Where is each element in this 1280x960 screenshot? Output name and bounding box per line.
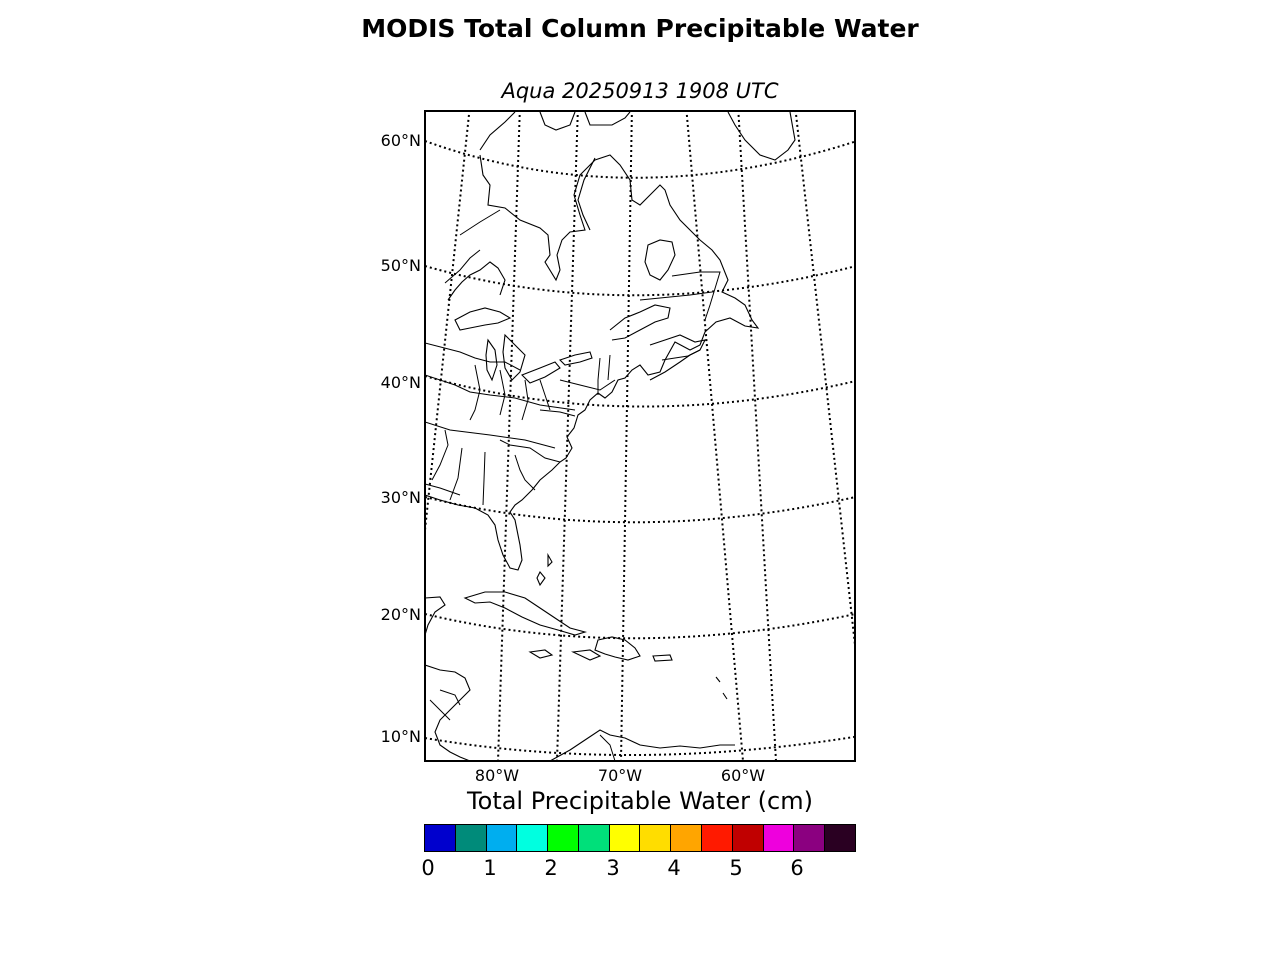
coastlines — [425, 111, 796, 761]
colorbar-tick-3: 3 — [606, 856, 620, 880]
lat-label-20n: 20°N — [380, 605, 421, 624]
lat-label-40n: 40°N — [380, 373, 421, 392]
colorbar-tick-4: 4 — [667, 856, 681, 880]
colorbar-segment — [639, 825, 671, 851]
lon-label-70w: 70°W — [597, 766, 643, 785]
colorbar-segment — [731, 825, 763, 851]
colorbar-tick-1: 1 — [483, 856, 497, 880]
colorbar-segment — [762, 825, 794, 851]
colorbar-segment — [824, 825, 855, 851]
colorbar-segment — [793, 825, 825, 851]
lat-label-10n: 10°N — [380, 727, 421, 746]
lat-label-30n: 30°N — [380, 488, 421, 507]
lon-label-80w: 80°W — [474, 766, 520, 785]
colorbar-segment — [547, 825, 578, 851]
colorbar-segment — [425, 825, 455, 851]
map-frame — [424, 110, 856, 762]
colorbar-tick-0: 0 — [421, 856, 435, 880]
graticule-meridians — [425, 111, 855, 761]
colorbar-tick-6: 6 — [790, 856, 804, 880]
colorbar-segment — [577, 825, 609, 851]
colorbar — [424, 824, 856, 852]
colorbar-segment — [454, 825, 486, 851]
colorbar-tick-2: 2 — [544, 856, 558, 880]
colorbar-segment — [485, 825, 517, 851]
colorbar-segment — [670, 825, 702, 851]
colorbar-tick-5: 5 — [729, 856, 743, 880]
colorbar-segment — [608, 825, 640, 851]
graticule-parallels — [425, 140, 855, 757]
colorbar-segment — [701, 825, 732, 851]
colorbar-segment — [516, 825, 548, 851]
lon-label-60w: 60°W — [720, 766, 766, 785]
lat-label-50n: 50°N — [380, 256, 421, 275]
colorbar-label: Total Precipitable Water (cm) — [467, 787, 813, 815]
map-title: MODIS Total Column Precipitable Water — [361, 14, 919, 43]
map-subtitle: Aqua 20250913 1908 UTC — [501, 79, 779, 103]
political-borders — [425, 209, 721, 761]
lat-label-60n: 60°N — [380, 131, 421, 150]
